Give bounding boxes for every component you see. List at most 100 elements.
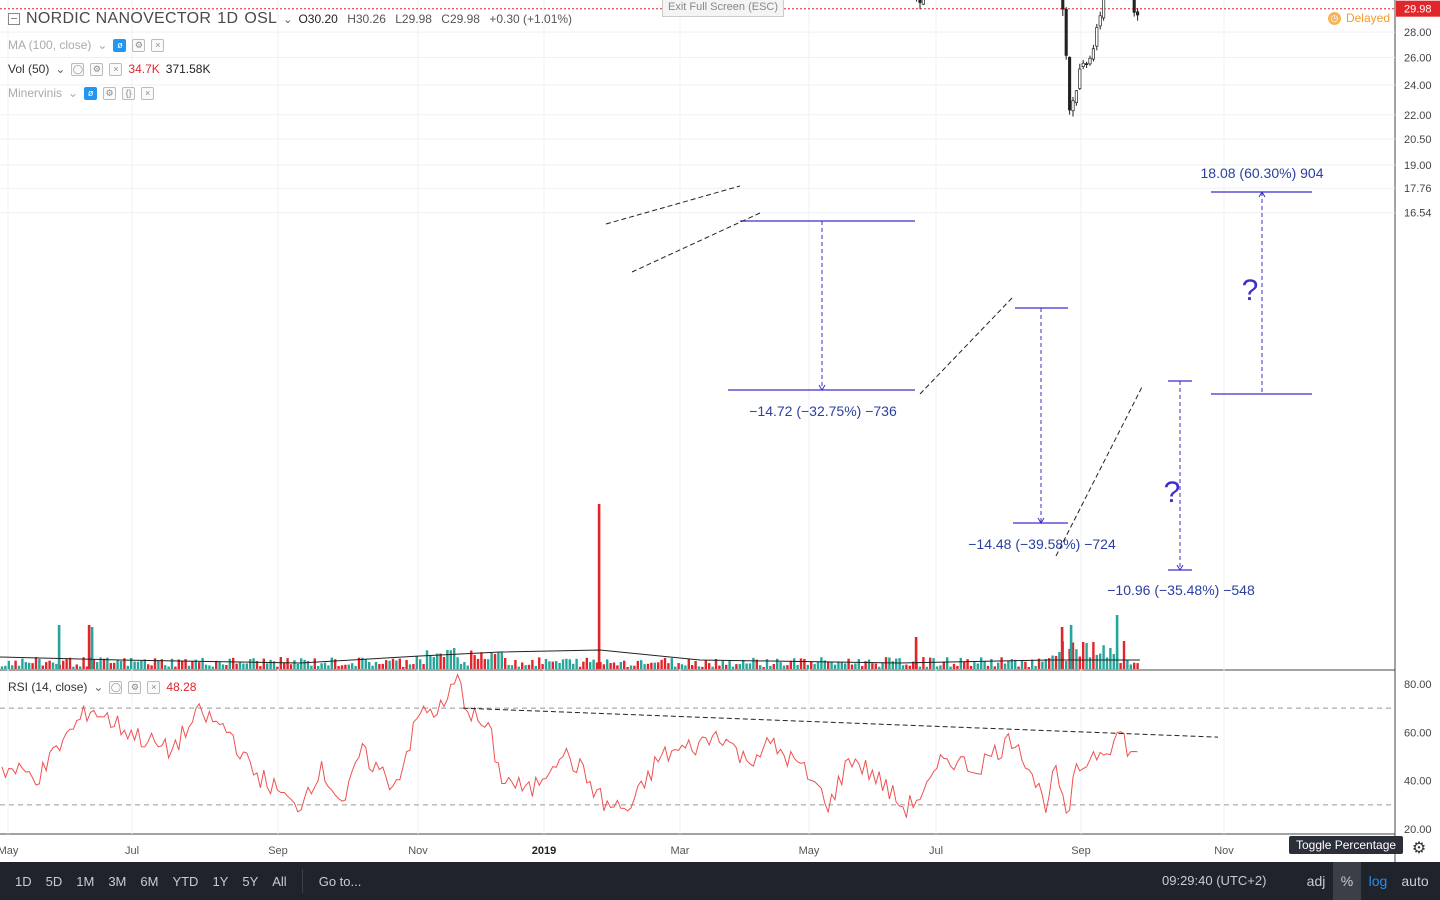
volume-bar (422, 664, 425, 669)
vol-label[interactable]: Vol (50) (8, 62, 50, 76)
range-1m-button[interactable]: 1M (76, 873, 95, 889)
candle-body (1074, 90, 1078, 104)
trend-line (1055, 384, 1144, 557)
volume-bar (459, 663, 463, 669)
volume-bar (874, 663, 877, 669)
volume-bar (640, 660, 643, 669)
volume-bar (956, 665, 959, 669)
minervini-label[interactable]: Minervinis (8, 86, 63, 100)
volume-bar (429, 655, 432, 669)
collapse-legend-icon[interactable] (8, 13, 20, 25)
close-icon[interactable]: × (151, 38, 165, 52)
rsi-label[interactable]: RSI (14, close) (8, 680, 88, 694)
volume-bar (334, 659, 337, 669)
volume-bar (881, 662, 884, 669)
gear-icon[interactable]: ⚙ (1411, 840, 1427, 857)
visibility-icon[interactable]: ø (84, 86, 98, 100)
range-5y-button[interactable]: 5Y (242, 873, 259, 889)
volume-bar (650, 662, 653, 669)
range-6m-button[interactable]: 6M (140, 873, 159, 889)
volume-bar (320, 663, 323, 669)
adj-button[interactable]: adj (1306, 873, 1326, 889)
close-icon[interactable]: × (147, 680, 161, 694)
range-3m-button[interactable]: 3M (108, 873, 127, 889)
volume-bar (878, 666, 881, 669)
volume-bar (796, 664, 799, 669)
volume-bar (504, 658, 507, 669)
rsi-legend: RSI (14, close) ⌄ ◯ ⚙ × 48.28 (8, 680, 196, 694)
range-ytd-button[interactable]: YTD (172, 873, 199, 889)
volume-bar (38, 658, 41, 669)
volume-bar (106, 657, 109, 669)
volume-bar (867, 659, 871, 669)
clock-readout[interactable]: 09:29:40 (UTC+2) (1162, 873, 1267, 888)
volume-bar (990, 658, 993, 669)
settings-icon[interactable]: ⚙ (128, 680, 142, 694)
settings-icon[interactable]: ⚙ (103, 86, 117, 100)
symbol-name[interactable]: NORDIC NANOVECTOR (26, 10, 212, 27)
volume-bar (769, 665, 772, 669)
range-5d-button[interactable]: 5D (45, 873, 63, 889)
exit-full-screen-button[interactable]: Exit Full Screen (ESC) (662, 0, 784, 17)
goto-button[interactable]: Go to... (318, 873, 362, 889)
chevron-down-icon[interactable]: ⌄ (93, 680, 104, 694)
chevron-down-icon[interactable]: ⌄ (283, 13, 293, 26)
volume-bar (946, 657, 949, 669)
volume-bar (425, 650, 429, 669)
volume-bar (544, 658, 548, 669)
volume-bar (293, 660, 296, 669)
exchange-label[interactable]: OSL (244, 10, 278, 27)
volume-bar (548, 661, 551, 669)
volume-bar (711, 666, 714, 669)
volume-bar (262, 658, 265, 669)
range-1d-button[interactable]: 1D (15, 873, 32, 889)
volume-bar (966, 659, 969, 669)
volume-bar (1133, 662, 1136, 669)
volume-bar (62, 660, 65, 669)
close-icon[interactable]: × (109, 62, 123, 76)
volume-bar (935, 666, 939, 669)
volume-bar (177, 659, 180, 669)
measure-arrow (818, 384, 826, 391)
volume-bar (759, 665, 762, 669)
chevron-down-icon[interactable]: ⌄ (68, 86, 79, 100)
source-icon[interactable]: {} (122, 86, 136, 100)
volume-bar (762, 666, 765, 669)
volume-bar (952, 663, 956, 669)
visibility-icon[interactable]: ◯ (109, 680, 123, 694)
vol-value: 34.7K (128, 62, 160, 76)
chevron-down-icon[interactable]: ⌄ (97, 38, 108, 52)
volume-bar (497, 652, 500, 669)
ma-label[interactable]: MA (100, close) (8, 38, 92, 52)
volume-bar (684, 665, 687, 669)
volume-bar (483, 659, 486, 669)
volume-bar (803, 658, 806, 669)
volume-bar (289, 664, 293, 669)
volume-bar (323, 662, 327, 669)
volume-bar (249, 659, 252, 669)
interval-label[interactable]: 1D (217, 10, 239, 27)
volume-bar (1136, 663, 1139, 669)
volume-bar (436, 653, 439, 669)
volume-bar (194, 659, 197, 669)
chevron-down-icon[interactable]: ⌄ (55, 62, 66, 76)
close-icon[interactable]: × (141, 86, 155, 100)
volume-bar (531, 659, 534, 669)
range-1y-button[interactable]: 1Y (212, 873, 229, 889)
time-tick-label: Nov (408, 845, 428, 857)
visibility-icon[interactable]: ø (113, 38, 127, 52)
range-all-button[interactable]: All (272, 873, 287, 889)
volume-bar (327, 665, 330, 669)
time-tick-label: Jul (929, 845, 943, 857)
volume-bar (799, 658, 803, 669)
delayed-badge[interactable]: ◷ Delayed (1327, 11, 1390, 25)
volume-bar (908, 665, 911, 669)
volume-bar (776, 658, 779, 669)
auto-button[interactable]: auto (1401, 873, 1429, 889)
settings-icon[interactable]: ⚙ (132, 38, 146, 52)
settings-icon[interactable]: ⚙ (90, 62, 104, 76)
log-button[interactable]: log (1368, 873, 1388, 889)
percent-button[interactable]: % (1333, 862, 1361, 900)
visibility-icon[interactable]: ◯ (71, 62, 85, 76)
